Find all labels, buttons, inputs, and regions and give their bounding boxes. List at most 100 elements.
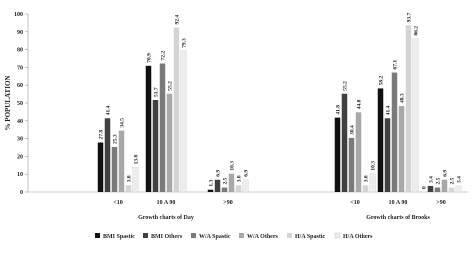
bar [118,130,125,192]
x-tick-label: >90 [223,200,232,206]
bar [111,146,118,192]
value-label: 3.4 [457,176,463,183]
bar [228,173,235,192]
bar [384,118,391,192]
legend-label: BMI Spastic [103,234,135,240]
bar [214,179,221,192]
value-label: 55.2 [168,81,174,91]
bar [242,179,249,193]
bar [97,142,104,192]
bar [341,93,348,192]
y-tick-label: 40 [17,119,23,125]
value-label: 67.1 [393,60,399,70]
value-label: 93.7 [407,12,413,22]
legend-label: H/A Others [343,234,373,240]
value-label: 25.3 [113,134,119,144]
bar [391,72,398,192]
value-label: 3.8 [127,175,133,182]
value-label: 48.3 [400,93,406,103]
value-label: 70.9 [147,53,153,63]
legend-swatch [191,233,196,238]
bar [152,99,159,192]
value-label: 3.8 [364,175,370,182]
value-label: 41.8 [336,105,342,115]
y-tick-label: 60 [17,83,23,89]
value-label: 1.3 [209,180,215,187]
legend-swatch [287,233,292,238]
bar [398,106,405,192]
value-label: 6.9 [443,170,449,177]
legend-swatch [95,233,100,238]
y-tick-label: 80 [17,48,23,54]
bar [180,50,187,193]
bar [145,65,152,192]
value-label: 58.2 [379,76,385,86]
bar [377,88,384,192]
legend-label: W/A Others [247,234,278,240]
value-label: 6.9 [216,170,222,177]
value-label: 10.3 [230,161,236,171]
bar [362,185,369,192]
value-label: 3.4 [429,176,435,183]
value-label: 3.8 [237,175,243,182]
bar [173,27,180,192]
y-tick-label: 20 [17,154,23,160]
bar [455,185,462,193]
legend-label: W/A Spastic [199,234,231,240]
x-tick-label: 10 A 90 [157,200,176,206]
x-tick-label: <10 [350,200,359,206]
bar [207,189,214,192]
y-tick-label: 90 [17,30,23,36]
value-label: 13.8 [134,155,140,165]
bar [334,117,341,192]
y-tick-label: 100 [14,12,23,18]
value-label: 41.4 [386,105,392,115]
value-label: 72.2 [161,51,167,61]
legend-label: BMI Others [151,234,183,240]
y-tick-label: 30 [17,137,23,143]
value-label: 10.3 [371,161,377,171]
legend-swatch [143,233,148,238]
y-tick-label: 0 [20,190,23,196]
legend-label: H/A Spastic [295,234,326,240]
value-label: 41.4 [106,105,112,115]
value-label: 44.8 [357,99,363,109]
value-label: 2.5 [436,177,442,184]
y-axis-label: % POPULATION [4,76,12,131]
legend-swatch [239,233,244,238]
value-label: 55.2 [343,81,349,91]
y-tick-label: 10 [17,172,23,178]
value-label: 6.9 [244,170,250,177]
value-label: 51.7 [154,87,160,97]
bar [355,112,362,192]
value-label: 30.4 [350,125,356,135]
bar [427,185,434,192]
bar [235,185,242,192]
x-tick-label: 10 A 90 [389,200,408,206]
value-label: 92.4 [175,15,181,25]
bar [441,179,448,192]
bar [369,173,376,193]
bar [348,137,355,192]
value-label: 34.5 [120,118,126,128]
y-tick-label: 50 [17,101,23,107]
group-label: Growth charts of Brooks [366,215,430,221]
y-tick-label: 70 [17,65,23,71]
x-tick-label: <10 [113,200,122,206]
bar [412,38,419,193]
value-label: 2.5 [450,177,456,184]
value-label: 2.5 [223,177,229,184]
x-tick-label: >90 [436,200,445,206]
bar [448,187,455,192]
value-label: 79.3 [182,38,188,48]
bar [125,185,132,192]
bar [132,167,139,193]
group-label: Growth charts of Day [138,215,194,221]
value-label: 86.2 [414,26,420,36]
bar [159,63,166,192]
bar [221,187,228,192]
bar [166,93,173,192]
legend-swatch [334,232,341,239]
bar [434,187,441,192]
